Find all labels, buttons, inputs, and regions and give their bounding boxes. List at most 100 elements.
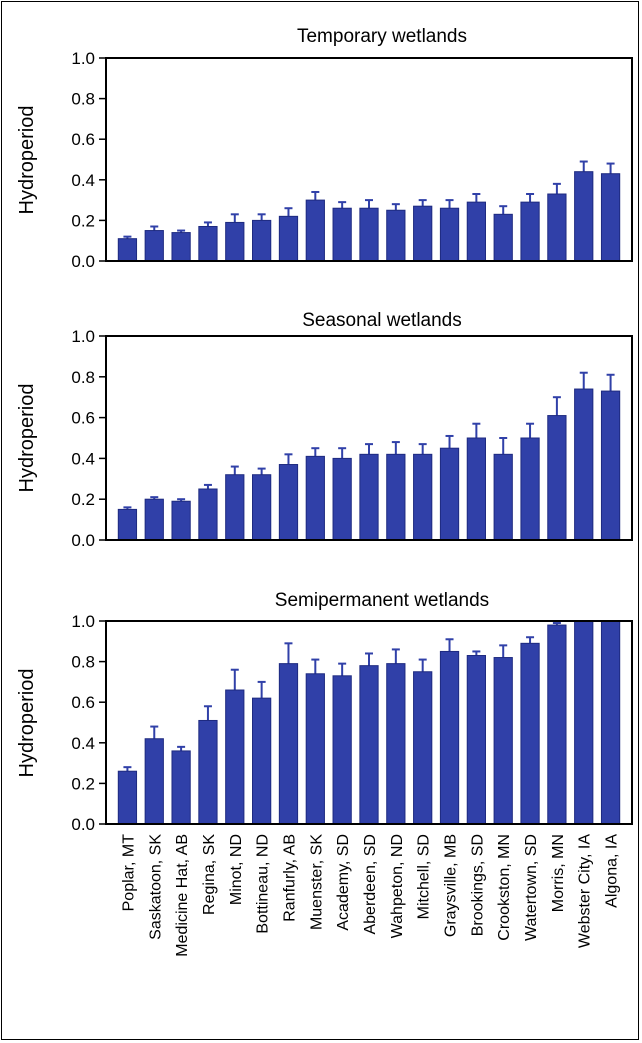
x-tick-label: Brookings, SD <box>469 834 486 936</box>
x-tick-label: Watertown, SD <box>523 834 540 941</box>
bar <box>520 642 540 825</box>
panel-title: Temporary wetlands <box>297 26 467 47</box>
bar <box>305 673 325 825</box>
x-tick-label: Regina, SK <box>201 834 218 915</box>
x-tick-label: Algona, IA <box>604 834 621 908</box>
bar <box>547 193 567 262</box>
bar <box>547 624 567 825</box>
panel-title: Semipermanent wetlands <box>275 590 489 611</box>
bar <box>225 474 245 541</box>
plot-area <box>105 57 633 262</box>
bars <box>117 620 621 825</box>
y-axis-label: Hydroperiod <box>16 106 38 215</box>
x-tick-label: Minot, ND <box>228 834 245 905</box>
bar <box>225 221 245 262</box>
bar <box>466 437 486 541</box>
bar <box>171 500 191 541</box>
panel-title: Seasonal wetlands <box>302 310 462 331</box>
bar <box>466 201 486 262</box>
bar <box>359 665 379 825</box>
x-tick-label: Webster City, IA <box>577 834 594 948</box>
x-tick-label: Aberdeen, SD <box>362 834 379 935</box>
bar <box>520 201 540 262</box>
bar <box>225 689 245 825</box>
bar <box>117 770 138 825</box>
y-tick-label: 0.2 <box>71 211 95 230</box>
x-tick-labels: Poplar, MT Saskatoon, SK Medicine Hat, AB R… <box>120 834 620 957</box>
bar <box>117 508 138 541</box>
bar <box>574 620 594 825</box>
bar <box>198 488 218 541</box>
bar <box>305 199 325 262</box>
bar <box>144 738 164 825</box>
x-tick-label: Mitchell, SD <box>416 834 433 919</box>
bar <box>171 232 191 262</box>
bar <box>332 675 352 825</box>
x-tick-label: Morris, MN <box>550 834 567 912</box>
bar <box>413 205 433 262</box>
panel-seasonal: Seasonal wetlands Hydroperiod 0.00.20.40… <box>16 310 633 550</box>
bar <box>171 750 191 825</box>
bar <box>547 415 567 541</box>
x-tick-label: Medicine Hat, AB <box>174 834 191 957</box>
y-tick-label: 0.6 <box>71 693 95 712</box>
y-tick-label: 0.0 <box>71 252 95 271</box>
x-tick-label: Saskatoon, SK <box>147 834 164 940</box>
y-tick-label: 1.0 <box>71 327 95 346</box>
y-tick-label: 1.0 <box>71 49 95 68</box>
plot-area <box>105 335 633 541</box>
bar <box>493 213 513 262</box>
bar <box>332 207 352 262</box>
y-tick-label: 0.6 <box>71 130 95 149</box>
x-tick-label: Muenster, SK <box>308 834 325 930</box>
bar <box>144 498 164 541</box>
bar <box>386 209 406 262</box>
x-tick-label: Academy, SD <box>335 834 352 931</box>
y-ticks: 0.0 0.2 0.4 0.6 0.8 1.0 <box>71 327 106 550</box>
x-tick-label: Crookston, MN <box>496 834 513 941</box>
bar <box>493 453 513 541</box>
y-axis-label: Hydroperiod <box>16 669 38 778</box>
bar <box>198 719 218 825</box>
plot-area <box>105 620 633 825</box>
bar <box>600 390 621 541</box>
panel-temporary: Temporary wetlands Hydroperiod 0.0 0.2 0.4… <box>16 26 633 271</box>
y-ticks: 0.0 0.2 0.4 0.6 0.8 1.0 <box>71 49 106 271</box>
y-tick-label: 0.8 <box>71 368 95 387</box>
bar <box>359 207 379 262</box>
y-tick-label: 0.4 <box>71 734 95 753</box>
y-tick-label: 0.2 <box>71 490 95 509</box>
bar <box>439 447 460 541</box>
bar <box>600 620 621 825</box>
bar <box>386 453 406 541</box>
bar <box>252 219 272 262</box>
y-tick-label: 1.0 <box>71 612 95 631</box>
bar <box>386 663 406 825</box>
y-axis-label: Hydroperiod <box>16 384 38 493</box>
x-tick-label: Ranfurly, AB <box>281 834 298 922</box>
bar <box>413 671 433 825</box>
bar <box>278 663 299 825</box>
bar <box>332 457 352 541</box>
y-tick-label: 0.0 <box>71 531 95 550</box>
bars <box>117 160 621 262</box>
bar <box>117 238 138 262</box>
y-tick-label: 0.6 <box>71 409 95 428</box>
y-tick-label: 0.8 <box>71 90 95 109</box>
bar <box>574 171 594 262</box>
bar <box>574 388 594 541</box>
y-tick-label: 0.2 <box>71 774 95 793</box>
bar <box>278 464 299 541</box>
bar <box>252 697 272 825</box>
x-tick-label: Poplar, MT <box>120 834 137 912</box>
y-tick-label: 0.4 <box>71 449 95 468</box>
bar <box>520 437 540 541</box>
bar <box>493 657 513 825</box>
bar <box>144 230 164 262</box>
bar <box>198 225 218 262</box>
x-tick-label: Bottineau, ND <box>255 834 272 934</box>
bar <box>278 215 299 262</box>
bar <box>252 474 272 541</box>
